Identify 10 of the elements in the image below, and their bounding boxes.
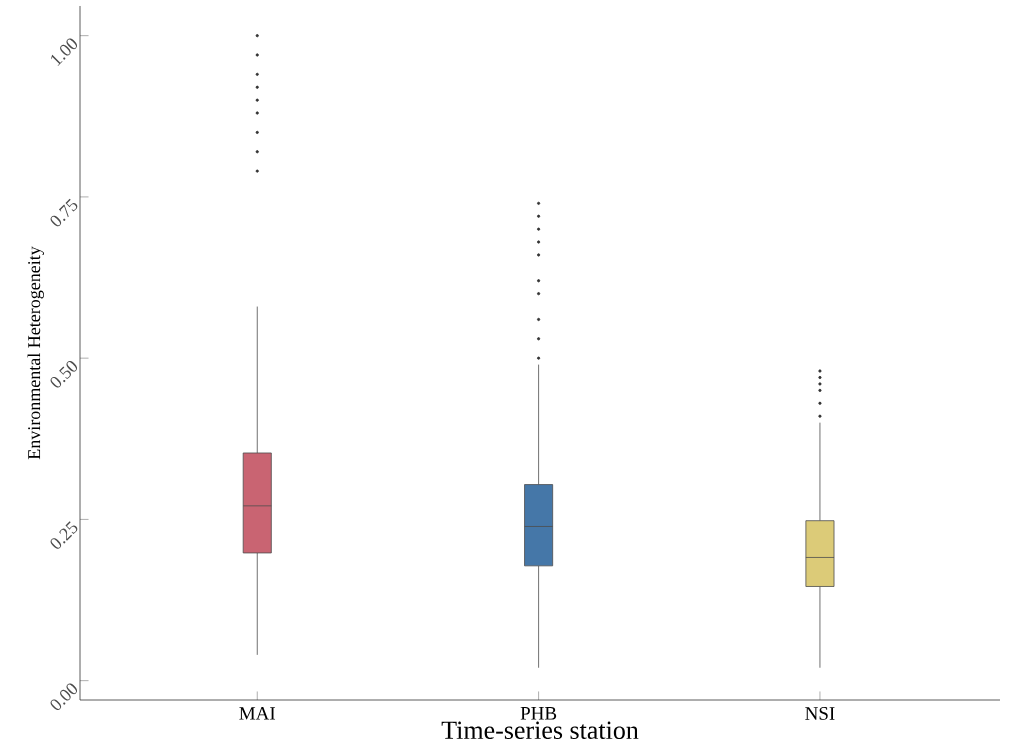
y-axis-title: Environmental Heterogeneity — [27, 246, 44, 460]
x-tick-label: NSI — [805, 707, 835, 720]
x-tick-label: PHB — [520, 707, 557, 720]
y-tick-label: 0.50 — [50, 360, 78, 388]
y-tick-label: 1.00 — [51, 38, 78, 66]
x-tick-label: MAI — [239, 707, 276, 720]
y-tick-label: 0.00 — [50, 683, 78, 711]
y-tick-label: 0.25 — [50, 521, 78, 549]
y-tick-label: 0.75 — [50, 198, 78, 227]
x-axis-title: Time-series station — [441, 721, 639, 740]
